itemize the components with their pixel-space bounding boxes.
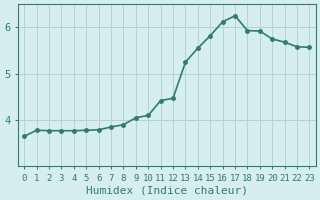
X-axis label: Humidex (Indice chaleur): Humidex (Indice chaleur) [86,186,248,196]
